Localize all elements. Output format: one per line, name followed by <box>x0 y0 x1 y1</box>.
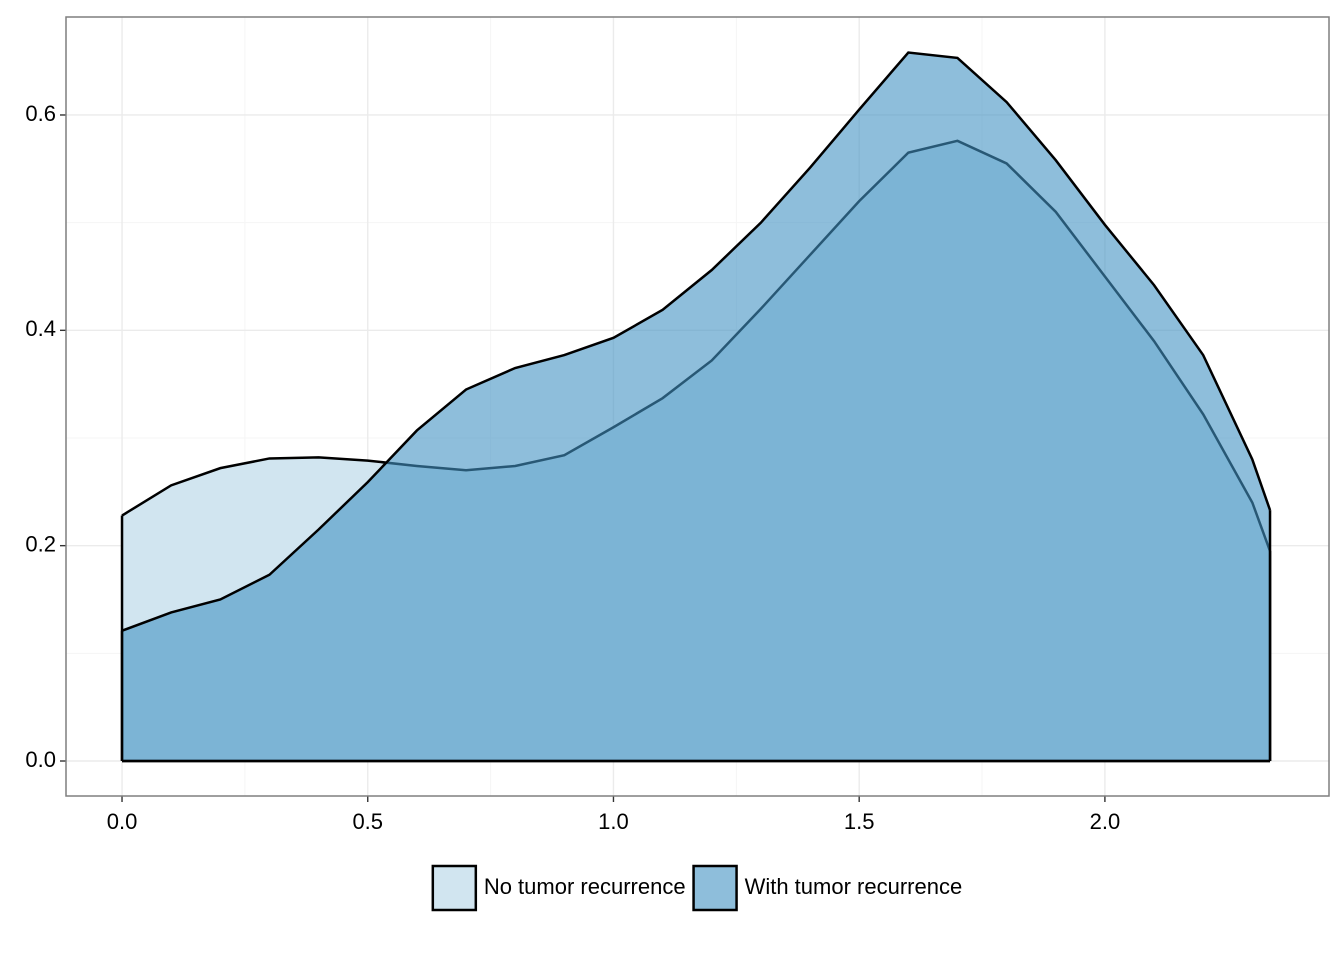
y-tick-label: 0.0 <box>25 747 56 772</box>
x-tick-label: 1.5 <box>844 809 875 834</box>
x-tick-label: 1.0 <box>598 809 629 834</box>
legend-key <box>692 864 738 912</box>
area-edge <box>120 510 1272 763</box>
y-tick-label: 0.2 <box>25 531 56 556</box>
legend-label: No tumor recurrence <box>484 874 686 899</box>
x-tick-label: 0.5 <box>352 809 383 834</box>
density-line <box>121 51 1272 632</box>
legend: No tumor recurrence With tumor recurrence <box>431 864 963 912</box>
plot-border <box>65 16 1330 797</box>
area-fill <box>122 52 1271 762</box>
legend-key <box>431 864 478 912</box>
y-tick-label: 0.4 <box>25 316 56 341</box>
x-tick-label: 2.0 <box>1090 809 1121 834</box>
legend-label: With tumor recurrence <box>745 874 963 899</box>
x-tick-label: 0.0 <box>107 809 138 834</box>
y-tick-label: 0.6 <box>25 101 56 126</box>
